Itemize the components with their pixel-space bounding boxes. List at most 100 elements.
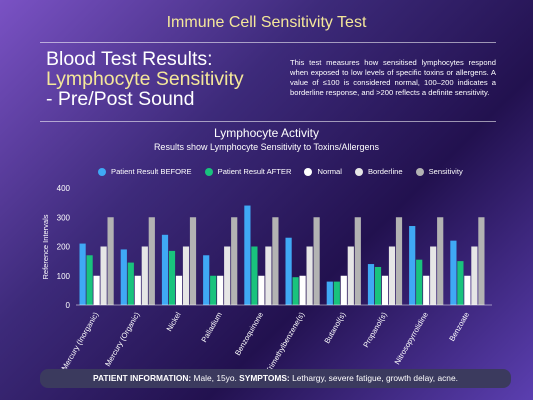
y-tick-label: 0 xyxy=(66,301,71,310)
patient-info-label: PATIENT INFORMATION: xyxy=(93,373,192,383)
bar-after xyxy=(292,277,299,305)
bar-after xyxy=(374,266,382,305)
x-tick-label: Butanol(s) xyxy=(322,310,347,345)
bar-sensitivity xyxy=(148,217,155,305)
headline-line-3: - Pre/Post Sound xyxy=(46,88,195,110)
bottom-divider xyxy=(40,121,496,122)
legend-item-sensitivity: Sensitivity xyxy=(415,167,463,176)
bar-after xyxy=(416,259,423,305)
chart-legend: Patient Result BEFORE Patient Result AFT… xyxy=(98,167,463,176)
bar-normal xyxy=(464,275,471,305)
bar-sensitivity xyxy=(313,217,320,305)
bar-sensitivity xyxy=(272,217,279,305)
bar-sensitivity xyxy=(395,217,403,305)
bar-borderline xyxy=(182,246,190,305)
legend-item-normal: Normal xyxy=(304,167,342,176)
legend-label-sensitivity: Sensitivity xyxy=(428,167,463,176)
legend-label-after: Patient Result AFTER xyxy=(217,167,292,176)
symptoms-value: Lethargy, severe fatigue, growth delay, … xyxy=(292,373,458,383)
chart-title: Lymphocyte Activity xyxy=(214,126,319,140)
bar-borderline xyxy=(265,246,272,305)
legend-swatch-before xyxy=(98,167,106,176)
bar-before xyxy=(326,281,333,305)
y-tick-label: 300 xyxy=(57,213,71,222)
patient-info-bar: PATIENT INFORMATION: Male, 15yo. SYMPTOM… xyxy=(40,369,511,388)
bar-before xyxy=(409,226,416,305)
bar-normal xyxy=(175,275,183,305)
symptoms-label: SYMPTOMS: xyxy=(239,373,290,383)
bar-before xyxy=(79,243,86,305)
bar-sensitivity xyxy=(437,217,444,305)
bar-after xyxy=(86,255,93,305)
bar-before xyxy=(285,237,292,305)
x-tick-label: Trimethylbenzene(s) xyxy=(264,310,306,375)
bar-after xyxy=(210,275,217,305)
bar-before xyxy=(203,255,210,305)
bar-before xyxy=(367,264,375,305)
bar-before xyxy=(161,234,169,305)
bar-sensitivity xyxy=(231,217,238,305)
bar-sensitivity xyxy=(107,217,114,305)
chart-subtitle: Results show Lymphocyte Sensitivity to T… xyxy=(153,142,380,152)
bar-after xyxy=(168,250,176,305)
legend-item-after: Patient Result AFTER xyxy=(204,167,292,176)
x-tick-label: Benzoate xyxy=(447,311,471,343)
x-tick-label: Propanol(s) xyxy=(361,310,389,349)
patient-info-value: Male, 15yo. xyxy=(193,373,237,383)
bar-normal xyxy=(299,275,306,305)
bar-normal xyxy=(217,275,224,305)
bar-normal xyxy=(381,275,389,305)
bar-after xyxy=(251,246,258,305)
legend-swatch-sensitivity xyxy=(415,167,424,176)
legend-swatch-after xyxy=(204,167,213,176)
bar-sensitivity xyxy=(189,217,197,305)
bar-before xyxy=(244,205,251,305)
test-description: This test measures how sensitised lympho… xyxy=(290,58,496,97)
bar-after xyxy=(127,262,134,305)
chart-bars xyxy=(79,205,485,305)
bar-sensitivity xyxy=(478,217,485,305)
bar-after xyxy=(333,281,340,305)
y-axis-label: Reference Intervals xyxy=(41,214,50,279)
legend-swatch-borderline xyxy=(354,167,363,176)
x-tick-label: Mercury (Organic) xyxy=(103,310,142,368)
x-axis-tick-labels: Mercury (Inorganic) Mercury (Organic) Nick… xyxy=(60,310,472,375)
x-tick-label: Mercury (Inorganic) xyxy=(60,310,101,372)
headline-line-2: Lymphocyte Sensitivity xyxy=(46,68,244,90)
bar-borderline xyxy=(388,246,396,305)
header-title: Immune Cell Sensitivity Test xyxy=(166,14,367,31)
bar-normal xyxy=(134,275,141,305)
bar-normal xyxy=(340,275,347,305)
top-divider xyxy=(40,42,496,43)
x-tick-label: Palladium xyxy=(199,311,223,344)
x-tick-label: Nitrosopyrrolidine xyxy=(393,311,430,367)
bar-borderline xyxy=(141,246,148,305)
y-tick-label: 400 xyxy=(57,184,71,193)
legend-swatch-normal xyxy=(304,167,313,176)
x-tick-label: Benzoquinone xyxy=(233,311,265,358)
bar-before xyxy=(120,249,127,305)
bar-borderline xyxy=(306,246,313,305)
bar-borderline xyxy=(430,246,437,305)
bar-before xyxy=(450,240,457,305)
bar-sensitivity xyxy=(354,217,361,305)
legend-label-normal: Normal xyxy=(317,167,342,176)
bar-borderline xyxy=(100,246,107,305)
legend-item-borderline: Borderline xyxy=(354,167,403,176)
headline-line-1: Blood Test Results: xyxy=(46,48,213,70)
x-tick-label: Nickel xyxy=(165,310,183,333)
bar-normal xyxy=(423,275,430,305)
bar-borderline xyxy=(471,246,478,305)
bar-normal xyxy=(258,275,265,305)
y-tick-label: 200 xyxy=(57,243,71,252)
bar-borderline xyxy=(224,246,231,305)
legend-label-borderline: Borderline xyxy=(367,167,403,176)
bar-borderline xyxy=(347,246,354,305)
y-axis-ticks: 0 100 200 300 400 xyxy=(57,184,71,310)
bar-normal xyxy=(93,275,100,305)
legend-item-before: Patient Result BEFORE xyxy=(98,167,192,176)
headline: Blood Test Results: Lymphocyte Sensitivi… xyxy=(46,49,286,109)
bar-after xyxy=(457,261,464,305)
y-tick-label: 100 xyxy=(57,272,71,281)
